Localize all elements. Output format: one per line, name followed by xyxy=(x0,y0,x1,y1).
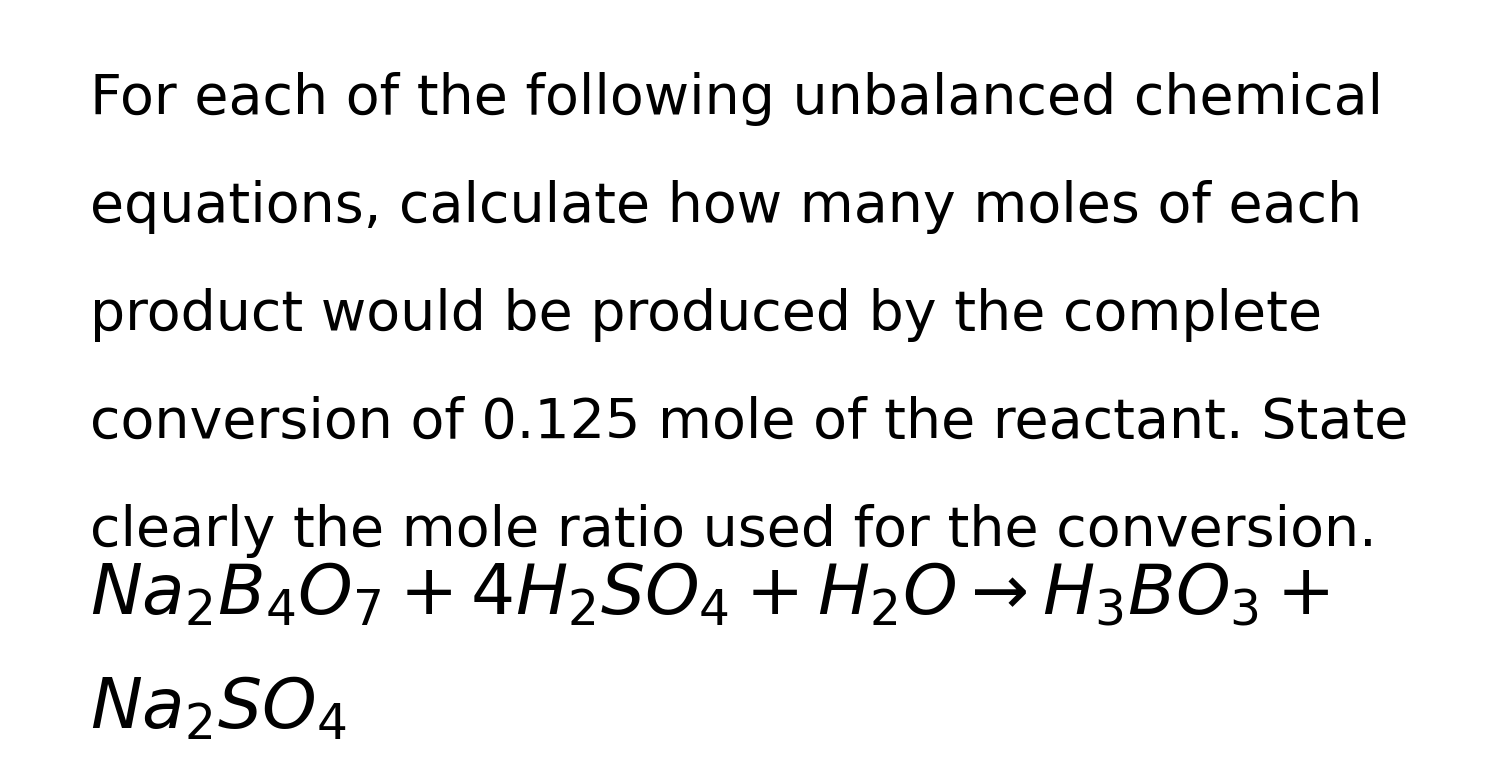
Text: product would be produced by the complete: product would be produced by the complet… xyxy=(90,288,1322,342)
Text: equations, calculate how many moles of each: equations, calculate how many moles of e… xyxy=(90,180,1362,234)
Text: $Na_2B_4O_7 + 4H_2SO_4 + H_2O \rightarrow H_3BO_3 +$: $Na_2B_4O_7 + 4H_2SO_4 + H_2O \rightarro… xyxy=(90,560,1329,628)
Text: $Na_2SO_4$: $Na_2SO_4$ xyxy=(90,675,346,743)
Text: For each of the following unbalanced chemical: For each of the following unbalanced che… xyxy=(90,72,1383,126)
Text: clearly the mole ratio used for the conversion.: clearly the mole ratio used for the conv… xyxy=(90,504,1377,558)
Text: conversion of 0.125 mole of the reactant. State: conversion of 0.125 mole of the reactant… xyxy=(90,396,1408,450)
